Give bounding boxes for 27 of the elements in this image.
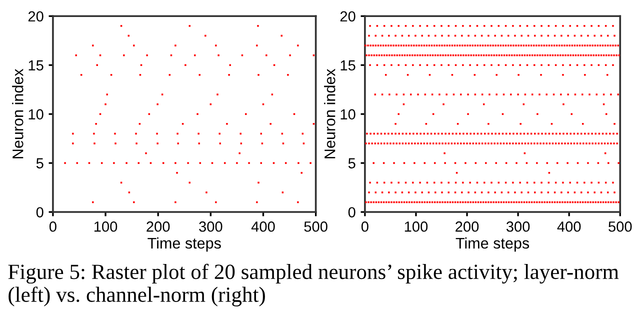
x-tick-label: 200 [456, 221, 479, 232]
x-tick-label: 400 [251, 221, 275, 232]
y-tick-label: 0 [348, 207, 356, 218]
y-tick-label: 20 [340, 11, 356, 22]
x-tick-label: 500 [608, 221, 632, 232]
y-tick-label: 10 [28, 109, 44, 120]
y-axis-title: Neuron index [12, 68, 24, 158]
x-tick-label: 200 [146, 221, 170, 232]
x-tick-label: 100 [404, 221, 428, 232]
x-tick-label: 0 [361, 221, 368, 232]
y-tick-label: 20 [28, 11, 44, 22]
x-tick-label: 300 [199, 221, 222, 232]
x-axis-title: Time steps [148, 237, 221, 252]
x-tick-label: 500 [304, 221, 328, 232]
y-tick-label: 15 [28, 60, 44, 71]
x-tick-label: 400 [557, 221, 581, 232]
y-tick-label: 5 [36, 158, 44, 168]
y-tick-label: 5 [348, 158, 356, 168]
x-tick-label: 100 [94, 221, 118, 232]
y-tick-label: 15 [340, 60, 356, 71]
caption: Figure 5: Raster plot of 20 sampled neurons’ spike activity; layer-norm (left) vs. channel-norm (right) [8, 264, 619, 306]
x-axis-title: Time steps [456, 237, 530, 252]
y-tick-label: 10 [340, 109, 356, 120]
x-tick-label: 0 [49, 221, 56, 232]
x-tick-label: 300 [506, 221, 530, 232]
y-tick-label: 0 [36, 207, 44, 218]
y-axis-title: Neuron index [324, 68, 336, 158]
